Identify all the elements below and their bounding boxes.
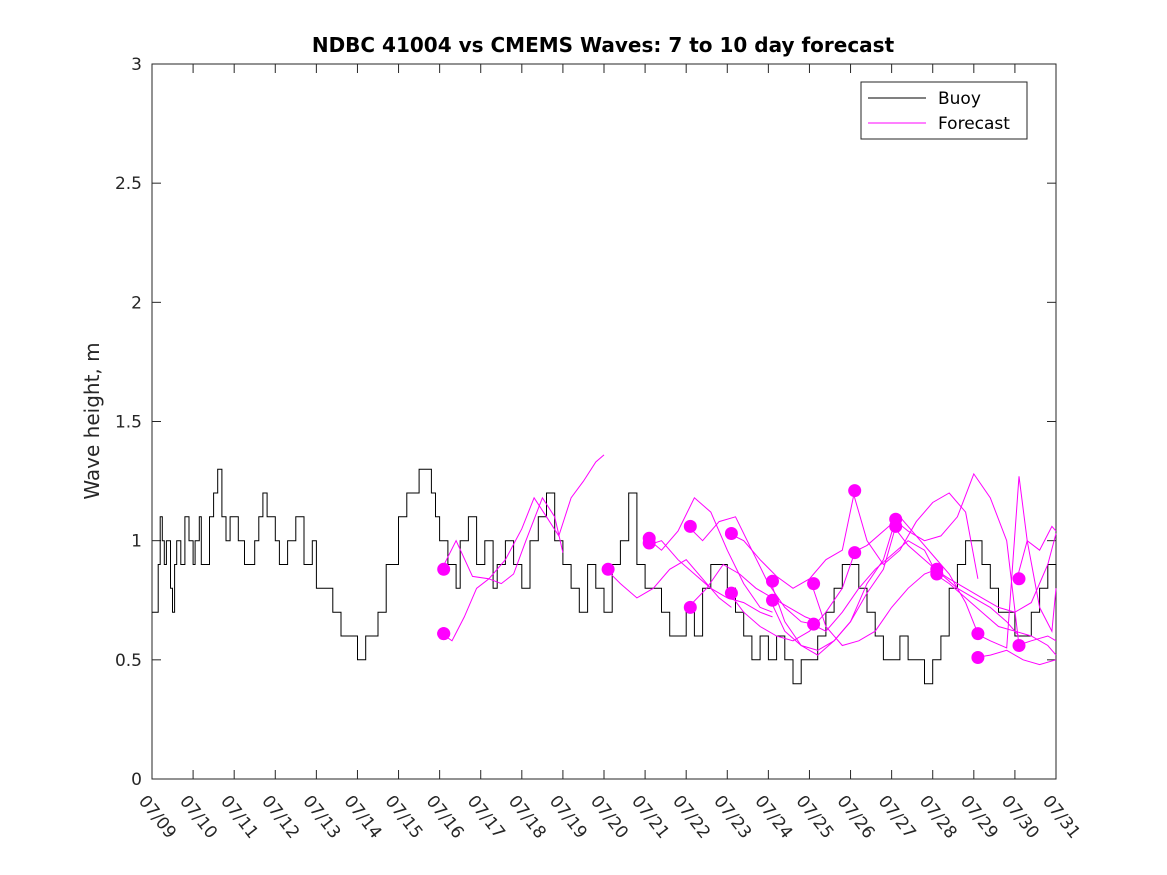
forecast-run-line bbox=[769, 526, 897, 651]
forecast-start-marker bbox=[971, 627, 985, 641]
x-tick-label: 07/31 bbox=[1038, 792, 1084, 843]
forecast-run-line bbox=[852, 490, 979, 579]
forecast-run-line bbox=[729, 490, 856, 589]
forecast-start-marker bbox=[601, 562, 615, 576]
buoy-series-line bbox=[152, 468, 1057, 685]
legend-box bbox=[860, 81, 1028, 140]
x-tick-label: 07/27 bbox=[874, 792, 920, 843]
x-tick-label: 07/10 bbox=[175, 792, 221, 843]
y-tick-label: 1.5 bbox=[115, 413, 142, 433]
y-tick-label: 2 bbox=[131, 293, 142, 313]
plot-area: 00.511.522.53 07/0907/1007/1107/1207/130… bbox=[115, 55, 1084, 843]
forecast-start-marker bbox=[971, 651, 985, 664]
forecast-start-marker bbox=[766, 574, 779, 588]
forecast-run-line bbox=[441, 454, 605, 580]
forecast-start-marker bbox=[848, 546, 862, 560]
y-axis: 0 0.5 1 1.5 2 2.5 3 bbox=[115, 55, 1056, 790]
forecast-start-marker bbox=[848, 484, 862, 498]
x-tick-label: 07/16 bbox=[422, 792, 468, 843]
forecast-start-marker bbox=[807, 617, 821, 631]
x-tick-label: 07/17 bbox=[463, 792, 509, 843]
y-tick-label: 1 bbox=[131, 532, 142, 552]
x-tick-label: 07/13 bbox=[298, 792, 344, 843]
forecast-run-line bbox=[811, 540, 938, 632]
x-tick-label: 07/29 bbox=[956, 792, 1002, 843]
y-tick-label: 0 bbox=[131, 770, 142, 790]
forecast-run-line bbox=[975, 649, 1057, 666]
x-tick-label: 07/20 bbox=[586, 792, 632, 843]
forecast-start-marker bbox=[766, 593, 779, 607]
forecast-start-marker bbox=[683, 519, 697, 533]
chart-title: NDBC 41004 vs CMEMS Waves: 7 to 10 day f… bbox=[312, 33, 895, 57]
forecast-start-marker bbox=[807, 577, 821, 591]
x-tick-label: 07/23 bbox=[709, 792, 755, 843]
forecast-start-marker bbox=[889, 519, 903, 533]
forecast-run-line bbox=[646, 540, 773, 618]
forecast-start-marker bbox=[724, 527, 738, 540]
y-axis-label: Wave height, m bbox=[80, 342, 104, 499]
forecast-run-line bbox=[975, 476, 1057, 649]
x-tick-label: 07/25 bbox=[792, 792, 838, 843]
forecast-run-line bbox=[687, 563, 818, 623]
forecast-run-line bbox=[441, 496, 564, 642]
x-tick-label: 07/14 bbox=[340, 792, 386, 843]
forecast-start-marker bbox=[437, 627, 451, 641]
x-tick-label: 07/21 bbox=[627, 792, 673, 843]
forecast-start-marker bbox=[642, 536, 656, 550]
legend: Buoy Forecast bbox=[860, 81, 1028, 140]
x-tick-label: 07/24 bbox=[750, 792, 796, 843]
x-tick-label: 07/18 bbox=[504, 792, 550, 843]
x-tick-label: 07/09 bbox=[134, 792, 180, 843]
forecast-run-line bbox=[1016, 525, 1057, 579]
x-tick-label: 07/11 bbox=[216, 792, 262, 843]
y-tick-label: 3 bbox=[131, 55, 142, 75]
forecast-run-line bbox=[728, 552, 856, 642]
forecast-start-marker bbox=[724, 586, 738, 600]
series-layer bbox=[152, 468, 1057, 685]
forecast-start-marker bbox=[683, 600, 697, 614]
x-tick-label: 07/22 bbox=[668, 792, 714, 843]
forecast-run-line bbox=[934, 573, 1057, 656]
forecast-run-line bbox=[934, 533, 1057, 613]
x-tick-label: 07/15 bbox=[381, 792, 427, 843]
forecast-layer bbox=[441, 454, 1057, 666]
forecast-start-marker bbox=[930, 567, 944, 581]
forecast-start-marker bbox=[437, 562, 451, 576]
x-tick-label: 07/19 bbox=[545, 792, 591, 843]
plot-frame bbox=[151, 63, 1057, 780]
forecast-run-line bbox=[811, 568, 937, 647]
x-tick-label: 07/26 bbox=[833, 792, 879, 843]
forecast-run-line bbox=[605, 559, 732, 608]
x-tick-label: 07/28 bbox=[915, 792, 961, 843]
forecast-start-marker bbox=[1012, 572, 1026, 586]
x-tick-label: 07/12 bbox=[257, 792, 303, 843]
forecast-run-line bbox=[646, 496, 773, 613]
forecast-run-line bbox=[893, 526, 1020, 637]
y-tick-label: 0.5 bbox=[115, 651, 142, 671]
x-tick-label: 07/30 bbox=[997, 792, 1043, 843]
legend-forecast-label: Forecast bbox=[938, 114, 1010, 134]
forecast-run-line bbox=[893, 472, 1020, 646]
forecast-start-marker bbox=[1012, 639, 1026, 652]
y-tick-label: 2.5 bbox=[115, 174, 142, 194]
marker-layer bbox=[437, 484, 1026, 664]
legend-buoy-label: Buoy bbox=[938, 89, 981, 109]
